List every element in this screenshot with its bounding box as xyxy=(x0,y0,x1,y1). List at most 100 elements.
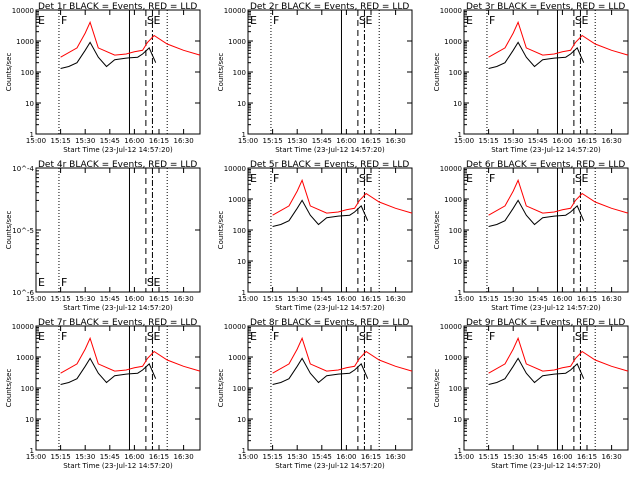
x-tick-label: 16:30 xyxy=(386,295,406,303)
x-tick-label: 16:15 xyxy=(577,137,597,145)
y-axis-label: Counts/sec xyxy=(217,53,225,92)
x-tick-label: 16:15 xyxy=(361,295,381,303)
marker-S-label: S xyxy=(359,14,366,27)
panel-title: Det 4r BLACK = Events, RED = LLD xyxy=(38,160,197,170)
y-tick-label: 10000 xyxy=(224,7,246,15)
x-tick-label: 16:15 xyxy=(149,295,169,303)
y-tick-label: 10000 xyxy=(224,165,246,173)
y-tick-label: 10000 xyxy=(440,165,462,173)
marker-S-label: S xyxy=(147,330,154,343)
panel-title: Det 3r BLACK = Events, RED = LLD xyxy=(466,2,625,12)
red-series-line xyxy=(488,20,629,58)
black-series-line xyxy=(488,357,585,385)
y-axis-label: Counts/sec xyxy=(217,211,225,250)
y-axis-label: Counts/sec xyxy=(433,369,441,408)
x-tick-label: 16:00 xyxy=(336,295,356,303)
y-tick-label: 10 xyxy=(237,258,246,266)
x-tick-label: 15:45 xyxy=(100,295,120,303)
x-tick-label: 15:00 xyxy=(454,295,474,303)
x-tick-label: 15:45 xyxy=(528,295,548,303)
x-tick-label: 15:45 xyxy=(312,453,332,461)
y-tick-label: 10^-5 xyxy=(12,227,34,235)
x-tick-label: 15:30 xyxy=(75,295,95,303)
x-tick-label: 16:30 xyxy=(602,295,622,303)
x-axis-label: Start Time (23-Jul-12 14:57:20) xyxy=(491,462,601,470)
x-tick-label: 15:30 xyxy=(503,137,523,145)
x-tick-label: 16:00 xyxy=(552,453,572,461)
y-tick-label: 10 xyxy=(453,100,462,108)
x-tick-label: 16:00 xyxy=(336,453,356,461)
plot-frame xyxy=(247,9,413,135)
x-tick-label: 16:00 xyxy=(552,295,572,303)
marker-F-label: F xyxy=(489,172,495,185)
y-tick-label: 1000 xyxy=(228,38,246,46)
y-tick-label: 1 xyxy=(30,447,34,455)
black-series-line xyxy=(488,199,585,227)
marker-E2-label: E xyxy=(365,172,372,185)
red-series-line xyxy=(488,336,629,374)
x-tick-label: 15:00 xyxy=(26,295,46,303)
x-tick-label: 16:30 xyxy=(174,295,194,303)
y-axis-label: Counts/sec xyxy=(5,53,13,92)
y-tick-label: 10 xyxy=(25,100,34,108)
y-tick-label: 1000 xyxy=(16,354,34,362)
x-tick-label: 15:15 xyxy=(479,295,499,303)
y-tick-label: 10^-4 xyxy=(12,165,34,173)
y-axis-label: Counts/sec xyxy=(433,53,441,92)
y-tick-label: 1 xyxy=(242,447,246,455)
plot-frame xyxy=(247,325,413,451)
x-tick-label: 15:15 xyxy=(479,453,499,461)
x-tick-label: 15:45 xyxy=(312,137,332,145)
y-tick-label: 10000 xyxy=(224,323,246,331)
x-axis-label: Start Time (23-Jul-12 14:57:20) xyxy=(63,146,173,154)
x-tick-label: 15:15 xyxy=(51,453,71,461)
marker-F-label: F xyxy=(273,172,279,185)
plot-frame xyxy=(35,325,201,451)
red-series-line xyxy=(272,178,413,216)
black-series-line xyxy=(272,199,369,227)
det-panel-2: Det 2r BLACK = Events, RED = LLD 1 10 100 10… xyxy=(217,2,413,154)
marker-S-label: S xyxy=(359,172,366,185)
x-tick-label: 15:30 xyxy=(287,453,307,461)
x-axis-label: Start Time (23-Jul-12 14:57:20) xyxy=(63,304,173,312)
x-tick-label: 15:45 xyxy=(528,137,548,145)
y-tick-label: 10000 xyxy=(440,7,462,15)
x-tick-label: 16:15 xyxy=(149,137,169,145)
marker-F-label: F xyxy=(61,276,67,289)
x-tick-label: 16:00 xyxy=(124,295,144,303)
x-tick-label: 16:30 xyxy=(386,137,406,145)
marker-E-label: E xyxy=(466,172,473,185)
marker-E2-label: E xyxy=(581,172,588,185)
black-series-line xyxy=(60,357,157,385)
marker-E2-label: E xyxy=(153,276,160,289)
x-axis-label: Start Time (23-Jul-12 14:57:20) xyxy=(275,146,385,154)
y-axis-label: Counts/sec xyxy=(433,211,441,250)
y-tick-label: 100 xyxy=(21,385,34,393)
x-axis-label: Start Time (23-Jul-12 14:57:20) xyxy=(491,146,601,154)
y-tick-label: 100 xyxy=(233,227,246,235)
y-tick-label: 10000 xyxy=(12,323,34,331)
y-tick-label: 100 xyxy=(449,69,462,77)
marker-E2-label: E xyxy=(581,330,588,343)
plot-frame xyxy=(463,167,629,293)
marker-E-label: E xyxy=(250,172,257,185)
det-panel-6: Det 6r BLACK = Events, RED = LLD 1 10 100 10… xyxy=(433,160,629,312)
y-tick-label: 1000 xyxy=(444,196,462,204)
y-tick-label: 1 xyxy=(458,289,462,297)
marker-F-label: F xyxy=(273,14,279,27)
y-tick-label: 100 xyxy=(233,69,246,77)
y-tick-label: 1000 xyxy=(228,354,246,362)
red-series-line xyxy=(60,20,201,58)
x-tick-label: 15:30 xyxy=(503,453,523,461)
y-tick-label: 10^-6 xyxy=(12,289,34,297)
x-tick-label: 15:30 xyxy=(75,137,95,145)
x-tick-label: 16:30 xyxy=(602,137,622,145)
x-axis-label: Start Time (23-Jul-12 14:57:20) xyxy=(63,462,173,470)
marker-S-label: S xyxy=(147,14,154,27)
red-series-line xyxy=(60,336,201,374)
y-tick-label: 100 xyxy=(233,385,246,393)
x-tick-label: 16:00 xyxy=(124,137,144,145)
plot-frame xyxy=(35,167,201,293)
red-series-line xyxy=(272,336,413,374)
